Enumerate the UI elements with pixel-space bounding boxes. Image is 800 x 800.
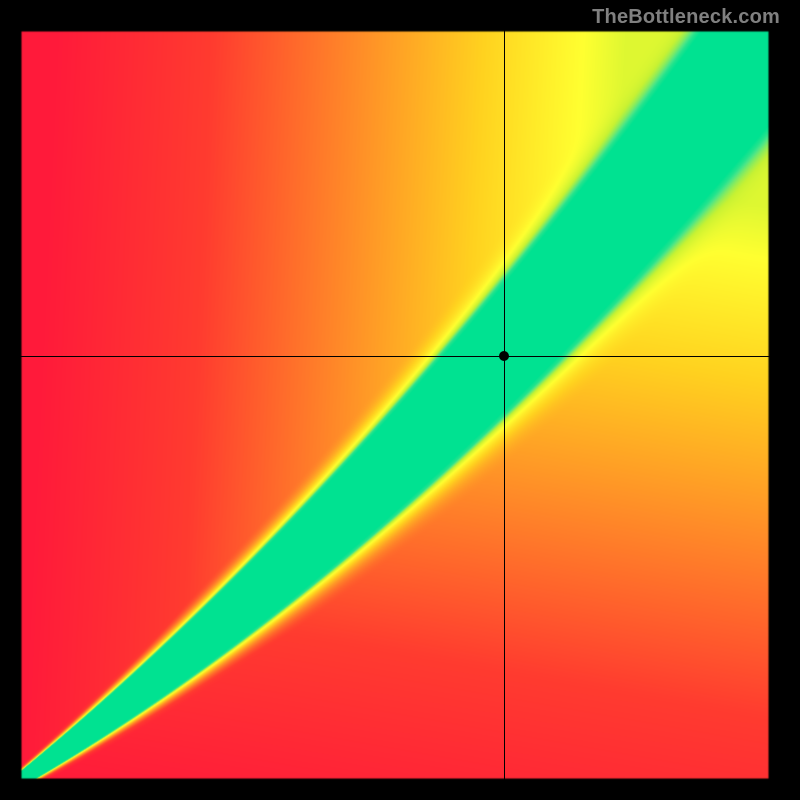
crosshair-horizontal bbox=[20, 356, 770, 357]
crosshair-vertical bbox=[504, 30, 505, 780]
heatmap-container: TheBottleneck.com bbox=[0, 0, 800, 800]
bottleneck-heatmap bbox=[0, 0, 800, 800]
watermark-text: TheBottleneck.com bbox=[592, 6, 780, 29]
crosshair-marker bbox=[499, 351, 509, 361]
